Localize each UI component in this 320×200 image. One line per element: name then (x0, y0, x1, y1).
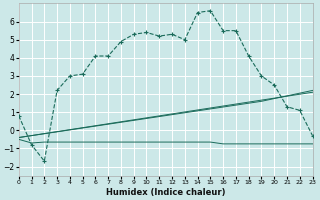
X-axis label: Humidex (Indice chaleur): Humidex (Indice chaleur) (106, 188, 225, 197)
